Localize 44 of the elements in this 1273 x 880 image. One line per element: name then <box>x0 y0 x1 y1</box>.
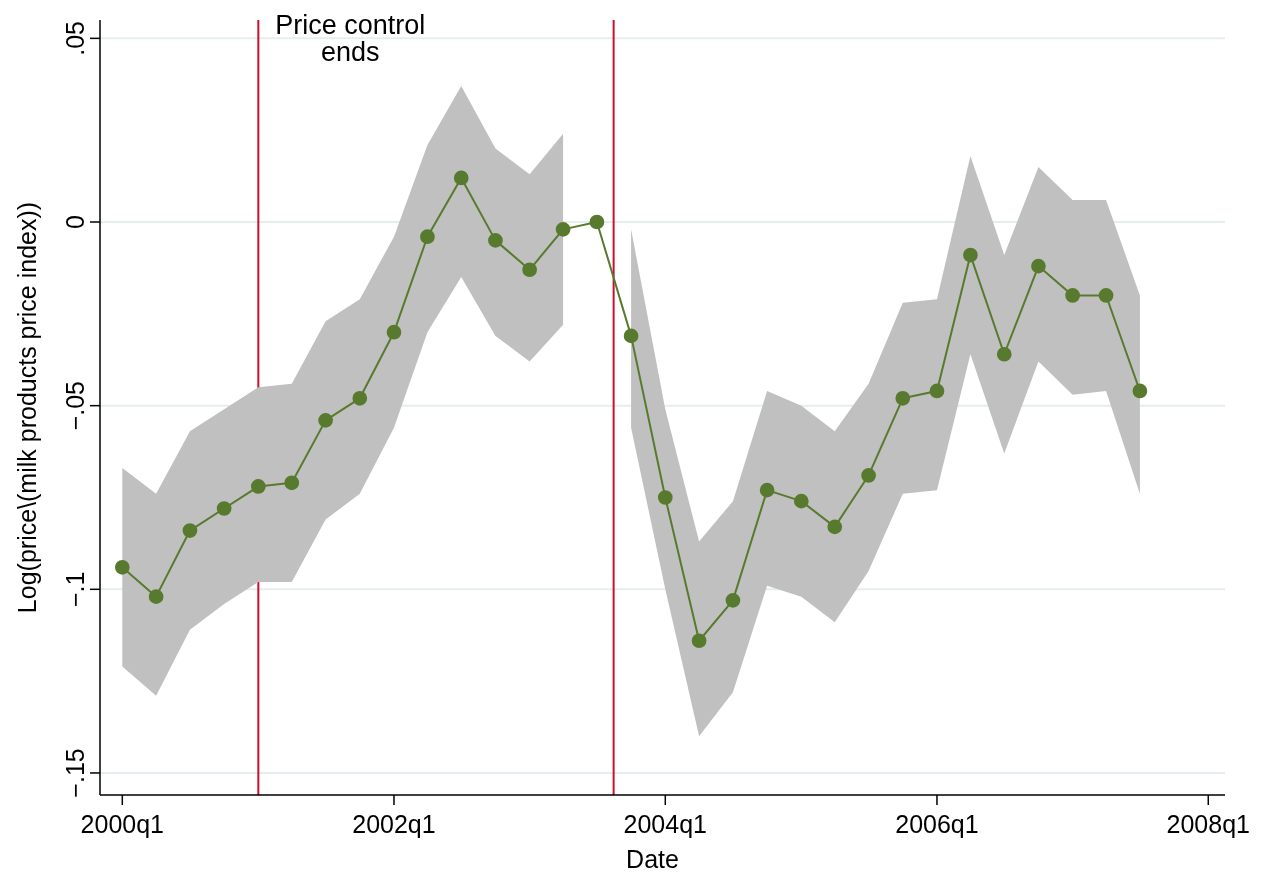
point <box>555 222 571 237</box>
point <box>522 262 537 278</box>
point <box>725 592 741 608</box>
point <box>963 247 978 263</box>
point <box>827 519 843 535</box>
x-axis-title: Date <box>626 845 679 873</box>
y-axis-title: Log(price\(milk products price index)) <box>13 201 41 614</box>
ref-line-label: Price control ends <box>275 10 426 67</box>
point <box>793 493 809 509</box>
y-tick-label: 0 <box>61 215 89 229</box>
point <box>1031 258 1046 274</box>
y-tick-label: −.1 <box>61 571 89 608</box>
x-tick-label: 2000q1 <box>80 810 165 838</box>
point <box>895 390 911 406</box>
point <box>284 475 300 491</box>
point <box>318 413 333 428</box>
y-tick-label: −.15 <box>61 748 89 798</box>
point <box>453 170 469 186</box>
point <box>182 523 198 538</box>
point <box>1098 288 1114 303</box>
point <box>861 468 876 483</box>
point <box>657 490 673 505</box>
point <box>589 214 605 230</box>
point <box>114 559 130 575</box>
point <box>488 233 503 248</box>
point <box>996 346 1012 362</box>
point <box>929 383 945 399</box>
point <box>759 482 775 498</box>
y-tick-label: .05 <box>61 20 89 56</box>
point <box>352 390 368 406</box>
point <box>250 479 266 494</box>
point <box>1065 288 1080 303</box>
point <box>386 324 402 340</box>
point <box>1132 383 1148 399</box>
x-tick-label: 2004q1 <box>623 810 708 838</box>
point <box>420 229 435 245</box>
point <box>216 501 232 516</box>
point <box>623 328 639 344</box>
x-tick-label: 2006q1 <box>895 810 979 838</box>
point <box>148 589 164 604</box>
y-tick-label: −.05 <box>61 380 89 431</box>
x-tick-label: 2002q1 <box>352 810 436 838</box>
x-tick-label: 2008q1 <box>1166 810 1250 838</box>
point <box>691 633 707 649</box>
